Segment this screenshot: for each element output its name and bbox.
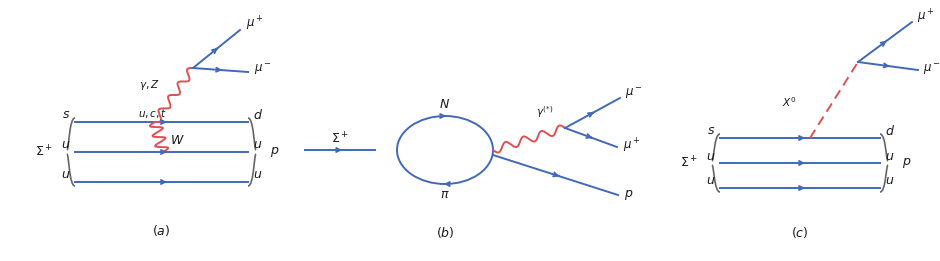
Text: $\gamma, Z$: $\gamma, Z$ xyxy=(139,78,160,92)
Text: $p$: $p$ xyxy=(902,156,912,170)
Text: $s$: $s$ xyxy=(707,124,715,138)
Text: $(b)$: $(b)$ xyxy=(435,224,454,240)
Text: $(a)$: $(a)$ xyxy=(152,222,171,238)
Text: $\mu^-$: $\mu^-$ xyxy=(923,63,940,78)
Text: $u$: $u$ xyxy=(706,175,715,187)
Text: $u$: $u$ xyxy=(253,169,262,181)
Text: $u$: $u$ xyxy=(61,169,70,181)
Text: $u$: $u$ xyxy=(706,150,715,163)
Text: $u,c,t$: $u,c,t$ xyxy=(138,106,167,120)
Text: $N$: $N$ xyxy=(440,98,450,111)
Text: $s$: $s$ xyxy=(62,109,70,122)
Text: $\pi$: $\pi$ xyxy=(440,188,450,201)
Text: $d$: $d$ xyxy=(885,124,895,138)
Text: $X^0$: $X^0$ xyxy=(781,95,796,109)
Text: $u$: $u$ xyxy=(885,150,894,163)
Text: $\mu^+$: $\mu^+$ xyxy=(917,8,934,26)
Text: $p$: $p$ xyxy=(270,145,279,159)
Text: $u$: $u$ xyxy=(253,139,262,151)
Text: $\mu^-$: $\mu^-$ xyxy=(254,63,272,78)
Text: $\mu^+$: $\mu^+$ xyxy=(623,137,641,155)
Text: $W$: $W$ xyxy=(169,133,184,146)
Text: $\mu^-$: $\mu^-$ xyxy=(625,87,643,102)
Text: $d$: $d$ xyxy=(253,108,263,122)
Text: $u$: $u$ xyxy=(885,175,894,187)
Text: $u$: $u$ xyxy=(61,139,70,151)
Text: $\Sigma^+$: $\Sigma^+$ xyxy=(680,155,698,171)
Text: $\mu^+$: $\mu^+$ xyxy=(246,15,264,33)
Text: $\Sigma^+$: $\Sigma^+$ xyxy=(35,144,53,160)
Text: $\Sigma^+$: $\Sigma^+$ xyxy=(331,131,349,147)
Text: $p$: $p$ xyxy=(624,188,634,202)
Text: $(c)$: $(c)$ xyxy=(791,224,808,240)
Text: $\gamma^{(*)}$: $\gamma^{(*)}$ xyxy=(537,104,554,120)
